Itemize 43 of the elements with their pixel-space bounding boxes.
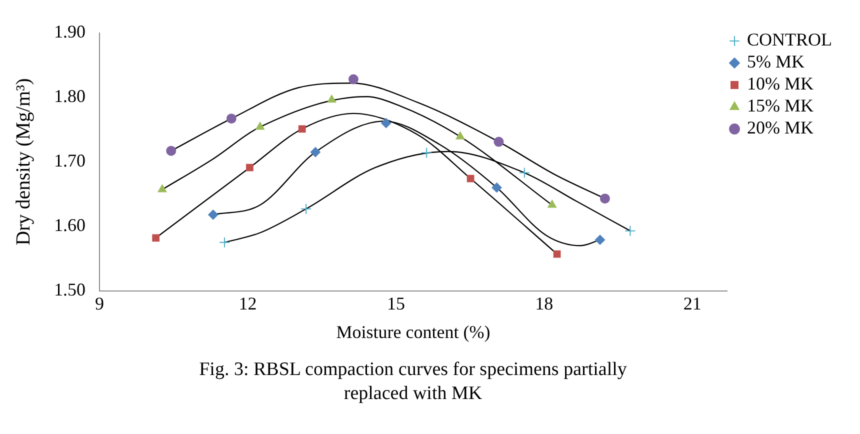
point (553, 250, 561, 258)
x-tick-label: 12 (238, 293, 257, 314)
x-tick-label: 9 (95, 293, 104, 314)
caption: Fig. 3: RBSL compaction curves for specimens partially replaced with MK (198, 358, 628, 406)
legend-label: 15% MK (747, 96, 814, 116)
point (256, 122, 264, 130)
point (327, 94, 336, 103)
point (518, 167, 530, 178)
point (300, 203, 312, 214)
point (456, 132, 465, 140)
point (226, 114, 236, 124)
point (348, 74, 358, 84)
point (310, 147, 320, 158)
x-tick-label: 21 (683, 293, 702, 314)
point (166, 146, 176, 156)
point (158, 184, 167, 192)
point (246, 164, 254, 172)
point (595, 234, 606, 245)
point (624, 225, 636, 236)
point (421, 147, 432, 158)
point (152, 234, 160, 242)
point (494, 136, 504, 147)
y-tick-label: 1.90 (54, 22, 86, 42)
point (208, 210, 218, 220)
x-axis-title: Moisture content (%) (336, 322, 490, 342)
y-tick-label: 1.60 (54, 215, 86, 236)
legend-label: 10% MK (747, 74, 814, 94)
point (381, 118, 392, 128)
y-tick-label: 1.50 (54, 280, 86, 300)
point (219, 236, 230, 248)
point (492, 182, 502, 193)
point (466, 174, 474, 182)
point (548, 200, 556, 208)
y-axis-title: Dry density (Mg/m³) (12, 78, 34, 246)
x-tick-label: 18 (535, 293, 554, 314)
y-tick-label: 1.70 (54, 150, 86, 171)
point (298, 125, 306, 133)
point (600, 194, 610, 204)
legend-label: CONTROL (747, 30, 832, 50)
legend-label: 5% MK (747, 52, 804, 72)
x-tick-label: 15 (386, 293, 405, 314)
y-tick-label: 1.80 (54, 86, 86, 106)
legend-label: 20% MK (747, 118, 814, 138)
